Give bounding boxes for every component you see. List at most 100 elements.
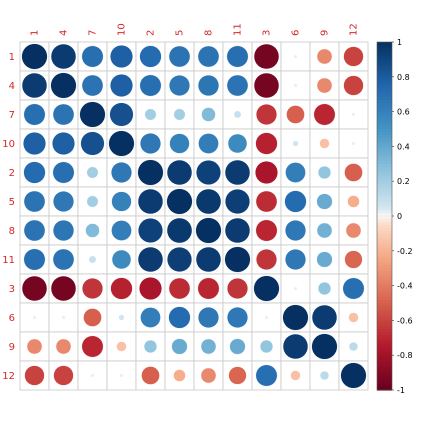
correlation-circle-12-2 bbox=[141, 366, 160, 385]
colorbar-segment bbox=[377, 216, 392, 220]
correlation-circle-12-8 bbox=[200, 367, 217, 384]
correlation-circle-1-7 bbox=[81, 45, 104, 68]
correlation-circle-1-1 bbox=[21, 43, 48, 70]
colorbar-segment bbox=[377, 369, 392, 374]
colorbar-segment bbox=[377, 259, 392, 263]
colorbar-segment bbox=[377, 68, 392, 72]
colorbar-segment bbox=[377, 198, 392, 203]
correlation-circle-5-7 bbox=[86, 195, 99, 208]
correlation-circle-1-12 bbox=[343, 46, 364, 67]
correlation-circle-11-5 bbox=[166, 246, 193, 273]
colorbar-segment bbox=[377, 279, 392, 284]
colorbar-segment bbox=[377, 294, 392, 298]
colorbar-segment bbox=[377, 314, 392, 319]
colorbar-segment bbox=[377, 91, 392, 95]
colorbar-tick-label: -0.6 bbox=[397, 316, 413, 325]
colorbar-segment bbox=[377, 88, 392, 92]
correlation-circle-8-1 bbox=[23, 219, 46, 242]
correlation-circle-2-6 bbox=[285, 162, 306, 183]
colorbar-segment bbox=[377, 204, 392, 208]
correlation-circle-2-1 bbox=[23, 161, 46, 184]
correlation-circle-4-2 bbox=[139, 74, 162, 97]
correlation-circle-4-6 bbox=[293, 83, 298, 88]
colorbar-segment bbox=[377, 160, 392, 165]
correlation-circle-12-1 bbox=[24, 365, 45, 386]
colorbar-segment bbox=[377, 172, 392, 176]
correlation-circle-7-3 bbox=[255, 103, 278, 126]
colorbar-segment bbox=[377, 59, 392, 63]
colorbar-segment bbox=[377, 250, 392, 255]
correlation-circle-8-2 bbox=[138, 218, 163, 243]
colorbar-segment bbox=[377, 73, 392, 78]
correlation-circle-6-8 bbox=[197, 306, 220, 329]
colorbar-segment bbox=[377, 245, 392, 249]
correlation-circle-5-2 bbox=[137, 188, 164, 215]
colorbar-segment bbox=[377, 94, 392, 98]
colorbar-segment bbox=[377, 187, 392, 191]
correlation-circle-1-5 bbox=[168, 45, 191, 68]
correlation-circle-12-12 bbox=[340, 362, 367, 389]
colorbar-segment bbox=[377, 305, 392, 310]
colorbar-segment bbox=[377, 332, 392, 336]
correlation-circle-6-1 bbox=[32, 315, 37, 320]
correlation-circle-3-1 bbox=[21, 275, 48, 302]
colorbar-segment bbox=[377, 123, 392, 127]
colorbar-tick-label: 0 bbox=[397, 212, 402, 221]
colorbar-segment bbox=[377, 242, 392, 246]
correlation-circle-1-10 bbox=[109, 45, 133, 69]
colorbar-segment bbox=[377, 117, 392, 121]
correlation-circle-5-1 bbox=[23, 190, 46, 213]
correlation-circle-5-11 bbox=[224, 188, 251, 215]
correlation-circle-10-3 bbox=[255, 132, 278, 155]
colorbar-segment bbox=[377, 195, 392, 200]
column-label: 12 bbox=[349, 23, 360, 36]
correlation-circle-4-9 bbox=[316, 77, 333, 94]
correlation-circle-2-8 bbox=[196, 160, 221, 185]
grid-cell bbox=[280, 70, 311, 101]
correlation-circle-7-12 bbox=[351, 112, 356, 117]
correlation-circle-9-2 bbox=[143, 339, 158, 354]
colorbar-segment bbox=[377, 184, 392, 188]
colorbar-segment bbox=[377, 363, 392, 368]
colorbar-segment bbox=[377, 85, 392, 89]
colorbar-segment bbox=[377, 334, 392, 339]
colorbar-segment bbox=[377, 265, 392, 269]
column-label: 7 bbox=[88, 30, 99, 36]
colorbar-segment bbox=[377, 42, 392, 46]
correlation-circle-10-11 bbox=[227, 133, 248, 154]
correlation-circle-3-11 bbox=[226, 277, 249, 300]
correlation-circle-8-12 bbox=[345, 222, 362, 239]
colorbar-segment bbox=[377, 56, 392, 60]
column-label: 10 bbox=[117, 23, 128, 36]
correlation-circle-1-2 bbox=[139, 45, 162, 68]
correlation-circle-3-10 bbox=[110, 277, 133, 300]
colorbar-tick-label: 0.8 bbox=[397, 73, 410, 82]
correlation-cells bbox=[19, 41, 369, 391]
correlation-circle-3-5 bbox=[168, 277, 191, 300]
row-labels: 1 4 7 10 2 5 8 11 3 6 9 12 bbox=[2, 52, 15, 382]
colorbar-segment bbox=[377, 201, 392, 205]
correlation-circle-10-12 bbox=[351, 141, 356, 146]
correlation-circle-10-2 bbox=[139, 132, 162, 155]
colorbar-segment bbox=[377, 79, 392, 84]
correlation-circle-12-11 bbox=[228, 366, 247, 385]
colorbar-segment bbox=[377, 82, 392, 87]
correlation-circle-9-3 bbox=[259, 339, 274, 354]
correlation-circle-9-11 bbox=[229, 338, 246, 355]
correlation-circle-1-3 bbox=[253, 43, 280, 70]
correlation-circle-6-10 bbox=[118, 314, 125, 321]
row-label: 11 bbox=[2, 255, 15, 266]
row-label: 8 bbox=[9, 226, 15, 237]
correlation-circle-3-12 bbox=[342, 277, 365, 300]
correlation-circle-11-7 bbox=[88, 255, 97, 264]
colorbar-segment bbox=[377, 175, 392, 179]
colorbar-segment bbox=[377, 169, 392, 174]
correlation-circle-9-7 bbox=[81, 335, 104, 358]
correlation-circle-5-10 bbox=[111, 191, 132, 212]
colorbar-segment bbox=[377, 218, 392, 223]
colorbar-segment bbox=[377, 326, 392, 330]
correlation-circle-5-9 bbox=[316, 193, 333, 210]
colorbar-segment bbox=[377, 282, 392, 287]
colorbar-segment bbox=[377, 285, 392, 290]
colorbar-tick-label: -1 bbox=[397, 386, 405, 395]
